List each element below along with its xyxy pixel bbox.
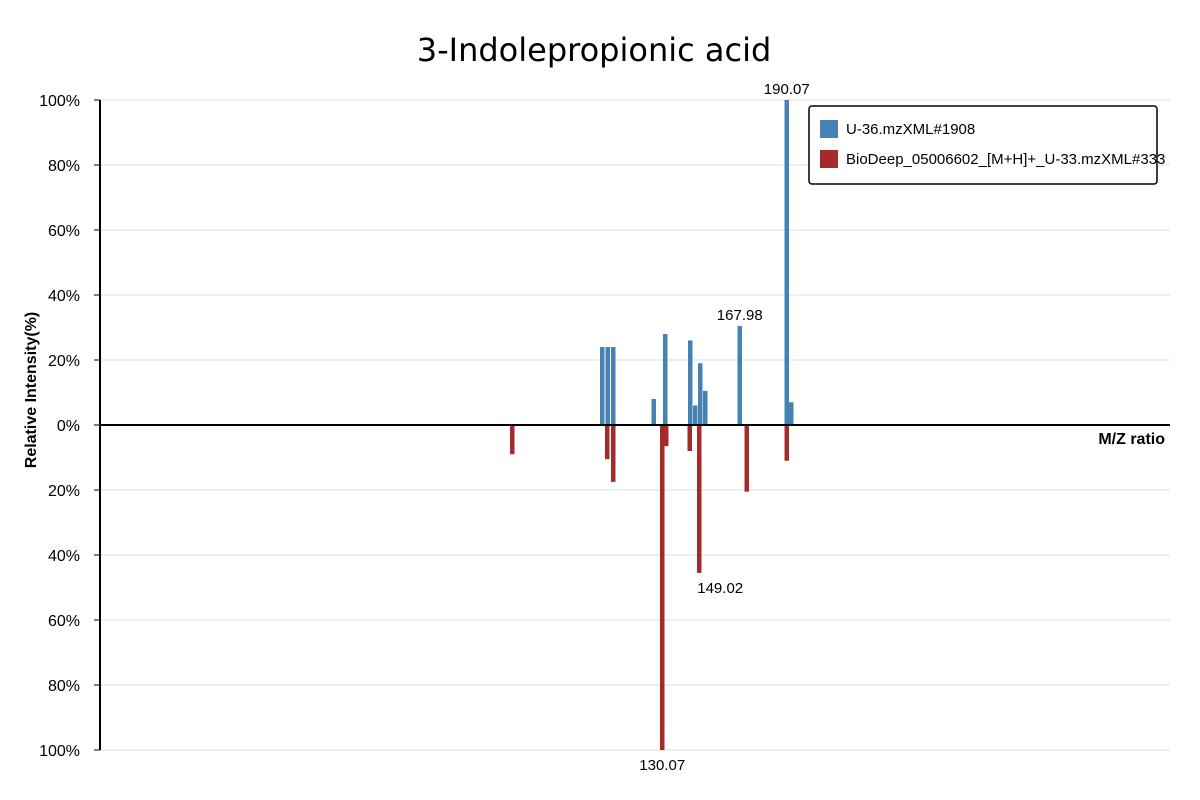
lower-peak-bar bbox=[687, 425, 692, 451]
legend-label-lower: BioDeep_05006602_[M+H]+_U-33.mzXML#333 bbox=[846, 151, 1165, 168]
lower-peak-bar bbox=[697, 425, 702, 573]
legend-swatch-upper bbox=[820, 120, 838, 138]
upper-peak-bar bbox=[651, 399, 656, 425]
peak-labels: 190.07 167.98 149.02 130.07 bbox=[639, 81, 809, 774]
y-tick-label: 60% bbox=[48, 613, 80, 630]
grid bbox=[100, 99, 1170, 751]
y-tick-label: 20% bbox=[48, 483, 80, 500]
y-tick-label: 20% bbox=[48, 353, 80, 370]
bars bbox=[510, 100, 794, 750]
upper-peak-bar bbox=[605, 347, 610, 425]
axes: 100% 80% 60% 40% 20% 0% 20% 40% 60% 80% 100% bbox=[39, 93, 1170, 760]
upper-peak-bar bbox=[693, 405, 698, 425]
lower-peak-bar bbox=[664, 425, 669, 447]
upper-peak-bar bbox=[600, 347, 605, 425]
lower-peak-bar bbox=[660, 425, 665, 750]
peak-label: 167.98 bbox=[717, 307, 763, 324]
upper-peak-bar bbox=[611, 347, 616, 425]
lower-peak-bar bbox=[784, 425, 789, 461]
legend-swatch-lower bbox=[820, 150, 838, 168]
chart-title: 3-Indolepropionic acid bbox=[417, 31, 772, 69]
y-tick-label: 80% bbox=[48, 158, 80, 175]
y-tick-label: 60% bbox=[48, 223, 80, 240]
y-tick-label: 100% bbox=[39, 93, 80, 110]
lower-peak-bar bbox=[744, 425, 749, 492]
y-axis-title: Relative Intensity(%) bbox=[23, 312, 40, 468]
legend-label-upper: U-36.mzXML#1908 bbox=[846, 121, 975, 138]
y-tick-label: 100% bbox=[39, 743, 80, 760]
upper-peak-bar bbox=[789, 402, 794, 425]
upper-peak-bar bbox=[688, 340, 693, 425]
y-tick-label: 40% bbox=[48, 288, 80, 305]
peak-label: 190.07 bbox=[764, 81, 810, 98]
lower-peak-bar bbox=[605, 425, 610, 460]
y-tick-label: 0% bbox=[57, 418, 80, 435]
upper-peak-bar bbox=[784, 100, 789, 425]
y-tick-label: 40% bbox=[48, 548, 80, 565]
lower-peak-bar bbox=[611, 425, 616, 482]
y-tick-label: 80% bbox=[48, 678, 80, 695]
lower-peak-bar bbox=[510, 425, 515, 455]
legend: U-36.mzXML#1908 BioDeep_05006602_[M+H]+_… bbox=[808, 105, 1165, 185]
upper-peak-bar bbox=[698, 363, 703, 425]
peak-label: 130.07 bbox=[639, 757, 685, 774]
upper-peak-bar bbox=[703, 390, 708, 425]
peak-label: 149.02 bbox=[697, 580, 743, 597]
upper-peak-bar bbox=[663, 334, 668, 425]
x-axis-title: M/Z ratio bbox=[1098, 431, 1165, 448]
upper-peak-bar bbox=[737, 325, 742, 425]
legend-box bbox=[808, 105, 1158, 185]
